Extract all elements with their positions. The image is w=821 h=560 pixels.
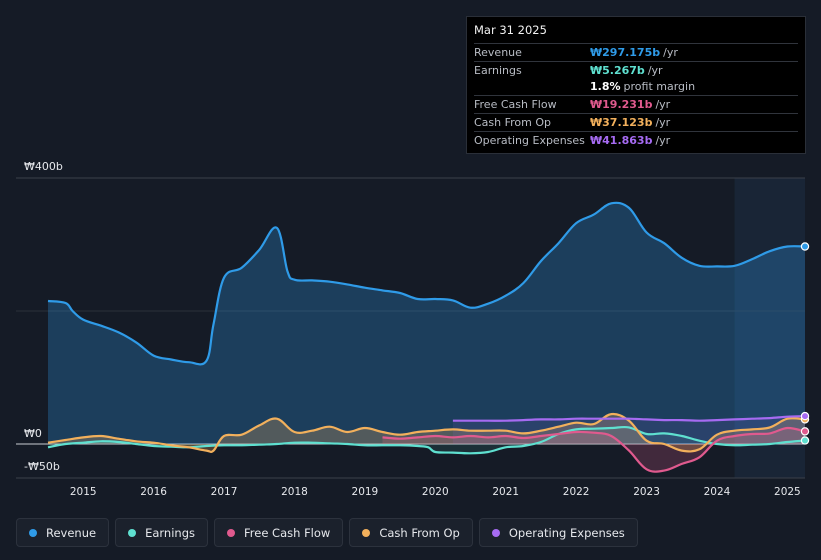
tooltip-row-profit-margin: 1.8% profit margin: [474, 79, 798, 96]
legend-item-earnings[interactable]: Earnings: [115, 518, 208, 547]
x-tick-label: 2018: [281, 486, 308, 498]
legend-dot-icon: [29, 528, 37, 537]
tooltip-unit: /yr: [663, 45, 678, 59]
line-free-cash-flow: [382, 426, 806, 473]
series-lines: [47, 201, 806, 473]
legend-label: Operating Expenses: [508, 525, 625, 540]
x-tick-label: 2025: [774, 486, 801, 498]
tooltip-value: ₩37.123b: [590, 116, 653, 130]
y-label-zero: ₩0: [24, 427, 42, 440]
tooltip-value: ₩297.175b: [590, 45, 661, 59]
legend-label: Cash From Op: [379, 525, 460, 540]
legend-dot-icon: [362, 528, 371, 537]
area-revenue: [48, 202, 805, 444]
tooltip-value: 1.8%: [590, 80, 621, 94]
series-areas: [48, 202, 805, 472]
x-tick-label: 2019: [352, 486, 379, 498]
tooltip-label: Operating Expenses: [474, 133, 585, 147]
x-tick-label: 2016: [140, 486, 167, 498]
tooltip: Mar 31 2025 Revenue ₩297.175b /yr Earnin…: [466, 16, 806, 154]
end-dot-operating-expenses: [800, 411, 810, 421]
area-free-cash-flow: [382, 427, 805, 472]
end-dot-free-cash-flow: [800, 427, 810, 436]
legend-item-revenue[interactable]: Revenue: [16, 518, 110, 547]
line-revenue: [47, 201, 806, 366]
x-tick-label: 2015: [70, 486, 97, 498]
x-tick-label: 2020: [422, 486, 449, 498]
legend-dot-icon: [128, 528, 137, 537]
line-cash-from-op: [47, 412, 806, 454]
tooltip-unit: /yr: [655, 116, 671, 130]
tooltip-unit: /yr: [655, 98, 671, 112]
tooltip-label: Revenue: [474, 45, 522, 59]
legend-label: Earnings: [145, 525, 195, 540]
tooltip-row-earnings: Earnings ₩5.267b /yr: [474, 60, 798, 79]
tooltip-row-operating-expenses: Operating Expenses ₩41.863b /yr: [474, 130, 798, 149]
x-tick-label: 2024: [704, 486, 731, 498]
x-tick-label: 2021: [492, 486, 519, 498]
legend-dot-icon: [491, 528, 500, 537]
legend-item-free-cash-flow[interactable]: Free Cash Flow: [214, 518, 344, 547]
x-tick-label: 2023: [633, 486, 660, 498]
series-end-dots: [800, 242, 810, 445]
tooltip-unit: /yr: [647, 63, 663, 77]
tooltip-row-cash-from-op: Cash From Op ₩37.123b /yr: [474, 113, 798, 131]
tooltip-unit: profit margin: [623, 80, 696, 94]
legend-dot-icon: [227, 528, 235, 537]
tooltip-date: Mar 31 2025: [474, 23, 547, 37]
tooltip-value: ₩5.267b: [590, 63, 645, 77]
line-operating-expenses: [452, 415, 806, 422]
end-dot-revenue: [800, 242, 810, 251]
tooltip-value: ₩41.863b: [590, 133, 653, 147]
tooltip-label: Free Cash Flow: [474, 98, 557, 112]
x-tick-label: 2022: [563, 486, 590, 498]
tooltip-unit: /yr: [655, 133, 671, 147]
y-axis-labels: ₩400b ₩0 -₩50b: [24, 160, 63, 473]
y-label-bottom: -₩50b: [24, 460, 60, 473]
tooltip-label: Cash From Op: [474, 116, 552, 130]
tooltip-row-free-cash-flow: Free Cash Flow ₩19.231b /yr: [474, 95, 798, 113]
tooltip-label: Earnings: [474, 63, 522, 77]
x-tick-label: 2017: [211, 486, 238, 498]
legend-item-cash-from-op[interactable]: Cash From Op: [349, 518, 473, 547]
tooltip-value: ₩19.231b: [590, 98, 653, 112]
tooltip-row-revenue: Revenue ₩297.175b /yr: [474, 43, 798, 61]
legend-label: Revenue: [46, 525, 97, 540]
x-axis-ticks: 2015 2016 2017 2018 2019 2020 2021 2022 2023 2024…: [70, 486, 801, 498]
area-earnings: [48, 427, 805, 454]
end-dot-earnings: [800, 436, 810, 445]
y-label-top: ₩400b: [24, 160, 63, 173]
legend-label: Free Cash Flow: [244, 525, 331, 540]
legend-item-operating-expenses[interactable]: Operating Expenses: [478, 518, 638, 547]
area-cash-from-op: [48, 414, 805, 452]
legend: Revenue Earnings Free Cash Flow Cash Fro…: [16, 518, 638, 547]
